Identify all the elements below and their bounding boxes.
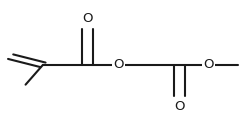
Text: O: O bbox=[174, 100, 185, 113]
Text: O: O bbox=[114, 58, 124, 71]
Text: O: O bbox=[82, 12, 93, 25]
Text: O: O bbox=[203, 58, 213, 71]
